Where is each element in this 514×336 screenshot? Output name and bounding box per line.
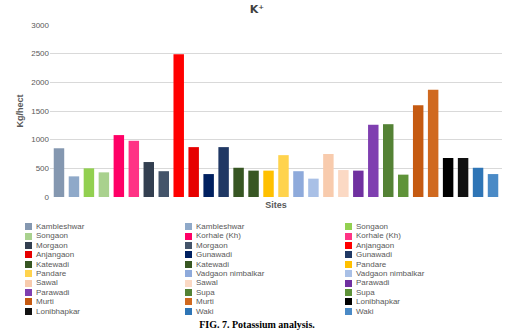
- html-text:Parawadi: Parawadi: [356, 278, 390, 288]
- svg-text:3000: 3000: [31, 21, 49, 30]
- svg-text:2000: 2000: [31, 78, 49, 87]
- html-text:Morgaon: Morgaon: [36, 240, 68, 250]
- html-text:Waki: Waki: [356, 306, 374, 316]
- html-text:Murti: Murti: [36, 297, 54, 307]
- html-text:Songaon: Songaon: [36, 231, 68, 241]
- html-text:Morgaon: Morgaon: [196, 240, 228, 250]
- html-text:Supa: Supa: [356, 287, 375, 297]
- svg-text:2500: 2500: [31, 49, 49, 58]
- html-text:Gunawadi: Gunawadi: [196, 250, 232, 260]
- svg-text:1000: 1000: [31, 135, 49, 144]
- html-text:FIG. 7. Potassium analysis.: FIG. 7. Potassium analysis.: [199, 319, 315, 331]
- html-text:Vadgaon nimbalkar: Vadgaon nimbalkar: [356, 269, 425, 278]
- html-text:Anjangaon: Anjangaon: [36, 250, 75, 260]
- html-text:Lonibhapkar: Lonibhapkar: [356, 297, 400, 307]
- html-text:Waki: Waki: [196, 306, 214, 316]
- svg-text:500: 500: [36, 164, 50, 173]
- svg-text:Sites: Sites: [265, 200, 287, 210]
- html-text:Vadgaon nimbalkar: Vadgaon nimbalkar: [196, 269, 265, 278]
- html-text:Anjangaon: Anjangaon: [356, 240, 395, 250]
- html-text:Katewadi: Katewadi: [36, 259, 69, 269]
- html-text:Pandare: Pandare: [356, 259, 387, 269]
- html-text:Murti: Murti: [196, 297, 214, 307]
- html-text:Parawadi: Parawadi: [36, 287, 70, 297]
- svg-text:1500: 1500: [31, 107, 49, 116]
- html-text:Sawal: Sawal: [196, 278, 218, 288]
- html-text:Kambleshwar: Kambleshwar: [36, 222, 85, 231]
- html-text:Korhale (Kh): Korhale (Kh): [196, 231, 241, 241]
- html-text:Pandare: Pandare: [36, 269, 67, 278]
- html-text:Katewadi: Katewadi: [196, 259, 229, 269]
- html-text:Gunawadi: Gunawadi: [356, 250, 392, 260]
- svg-text:K⁺: K⁺: [250, 3, 265, 16]
- html-text:Supa: Supa: [196, 287, 215, 297]
- html-text:Songaon: Songaon: [356, 222, 388, 231]
- svg-text:Kg/hect: Kg/hect: [15, 94, 25, 127]
- svg-text:0: 0: [45, 193, 50, 202]
- html-text:Kambleshwar: Kambleshwar: [196, 222, 245, 231]
- html-text:Lonibhapkar: Lonibhapkar: [36, 306, 80, 316]
- html-text:Sawal: Sawal: [36, 278, 58, 288]
- html-text:Korhale (Kh): Korhale (Kh): [356, 231, 401, 241]
